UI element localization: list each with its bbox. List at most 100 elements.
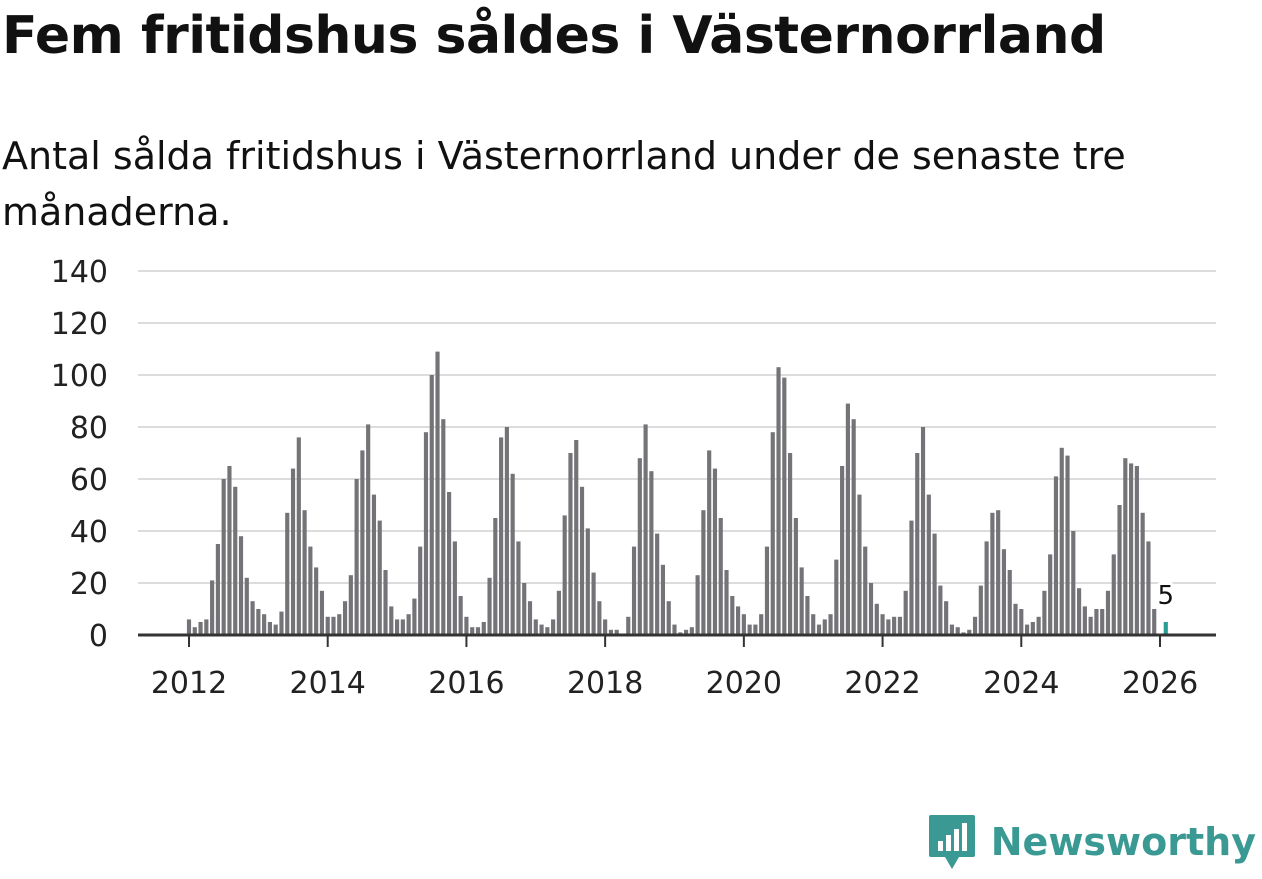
- bar: [695, 575, 700, 635]
- bar: [712, 468, 718, 635]
- bar: [186, 619, 192, 635]
- bar: [487, 577, 492, 635]
- bar: [834, 559, 839, 635]
- bar: [822, 619, 827, 635]
- bar: [412, 598, 417, 635]
- bar: [423, 432, 429, 635]
- bar: [233, 486, 238, 635]
- bar: [244, 577, 249, 635]
- bar: [788, 453, 793, 635]
- bar: [631, 546, 637, 635]
- bar: [510, 473, 515, 635]
- bar: [568, 453, 573, 635]
- bar: [707, 450, 712, 635]
- bar: [880, 614, 885, 635]
- bar: [493, 518, 498, 635]
- x-tick-label: 2016: [428, 666, 504, 701]
- bar: [1036, 616, 1041, 635]
- bar: [429, 375, 434, 635]
- bar: [978, 585, 983, 635]
- bar: [308, 546, 313, 635]
- bar: [1152, 609, 1157, 635]
- brand-logo: Newsworthy: [927, 813, 1256, 871]
- bar: [447, 492, 452, 635]
- bar: [1140, 512, 1145, 635]
- y-tick-label: 80: [70, 411, 108, 446]
- bar: [603, 619, 608, 635]
- bar: [394, 619, 400, 635]
- bar: [522, 583, 527, 635]
- bar: [996, 510, 1001, 635]
- bar: [938, 585, 943, 635]
- bar: [811, 614, 816, 635]
- bar: [389, 606, 394, 635]
- bar: [984, 541, 989, 635]
- bar: [1071, 531, 1076, 635]
- bar: [637, 458, 642, 635]
- bar: [655, 533, 660, 635]
- bar: [851, 419, 856, 635]
- bar: [302, 510, 307, 635]
- bar: [1146, 541, 1151, 635]
- bar: [1007, 570, 1012, 635]
- bar: [1059, 447, 1064, 635]
- bar: [470, 627, 475, 635]
- annotation-label: 5: [1158, 581, 1175, 611]
- bar: [874, 603, 879, 635]
- bar: [793, 518, 798, 635]
- bar: [348, 575, 353, 635]
- bar: [764, 546, 770, 635]
- bar: [972, 616, 978, 635]
- y-tick-label: 100: [51, 359, 108, 394]
- x-tick-label: 2022: [844, 666, 920, 701]
- y-tick-label: 60: [70, 463, 108, 498]
- bar: [464, 616, 469, 635]
- bar: [753, 624, 758, 635]
- bar: [730, 596, 735, 635]
- bar: [863, 546, 868, 635]
- bar: [926, 494, 931, 635]
- bar: [1123, 458, 1128, 635]
- bar: [626, 616, 631, 635]
- bar: [516, 541, 521, 635]
- bar: [1042, 590, 1047, 635]
- x-tick-label: 2020: [706, 666, 782, 701]
- bar: [273, 624, 278, 635]
- bar: [643, 424, 648, 635]
- bar: [828, 614, 833, 635]
- bar: [452, 541, 457, 635]
- x-tick-label: 2014: [290, 666, 366, 701]
- bar: [556, 590, 561, 635]
- bar: [1077, 588, 1082, 635]
- bar: [325, 616, 330, 635]
- x-tick-label: 2026: [1122, 666, 1198, 701]
- bar: [250, 601, 255, 635]
- bar: [296, 437, 301, 635]
- bar: [1019, 609, 1024, 635]
- bars: [186, 351, 1168, 635]
- bar: [1105, 590, 1111, 635]
- bar: [1048, 554, 1053, 635]
- bar: [192, 627, 197, 635]
- bar: [1117, 505, 1122, 635]
- bar: [435, 351, 440, 635]
- bar: [238, 536, 244, 635]
- bar: [672, 624, 677, 635]
- y-tick-label: 20: [70, 567, 108, 602]
- bar: [759, 614, 764, 635]
- bar: [608, 629, 614, 635]
- bar: [1001, 549, 1007, 635]
- bar: [210, 580, 215, 635]
- bar: [290, 468, 296, 635]
- bar: [718, 518, 723, 635]
- bar: [770, 432, 775, 635]
- x-tick-label: 2018: [567, 666, 643, 701]
- x-tick-label: 2024: [983, 666, 1059, 701]
- bar: [782, 377, 787, 635]
- bar: [666, 601, 671, 635]
- bar: [649, 471, 654, 635]
- bar: [1094, 609, 1099, 635]
- bar: [915, 453, 920, 635]
- bar: [499, 437, 504, 635]
- bar: [944, 601, 949, 635]
